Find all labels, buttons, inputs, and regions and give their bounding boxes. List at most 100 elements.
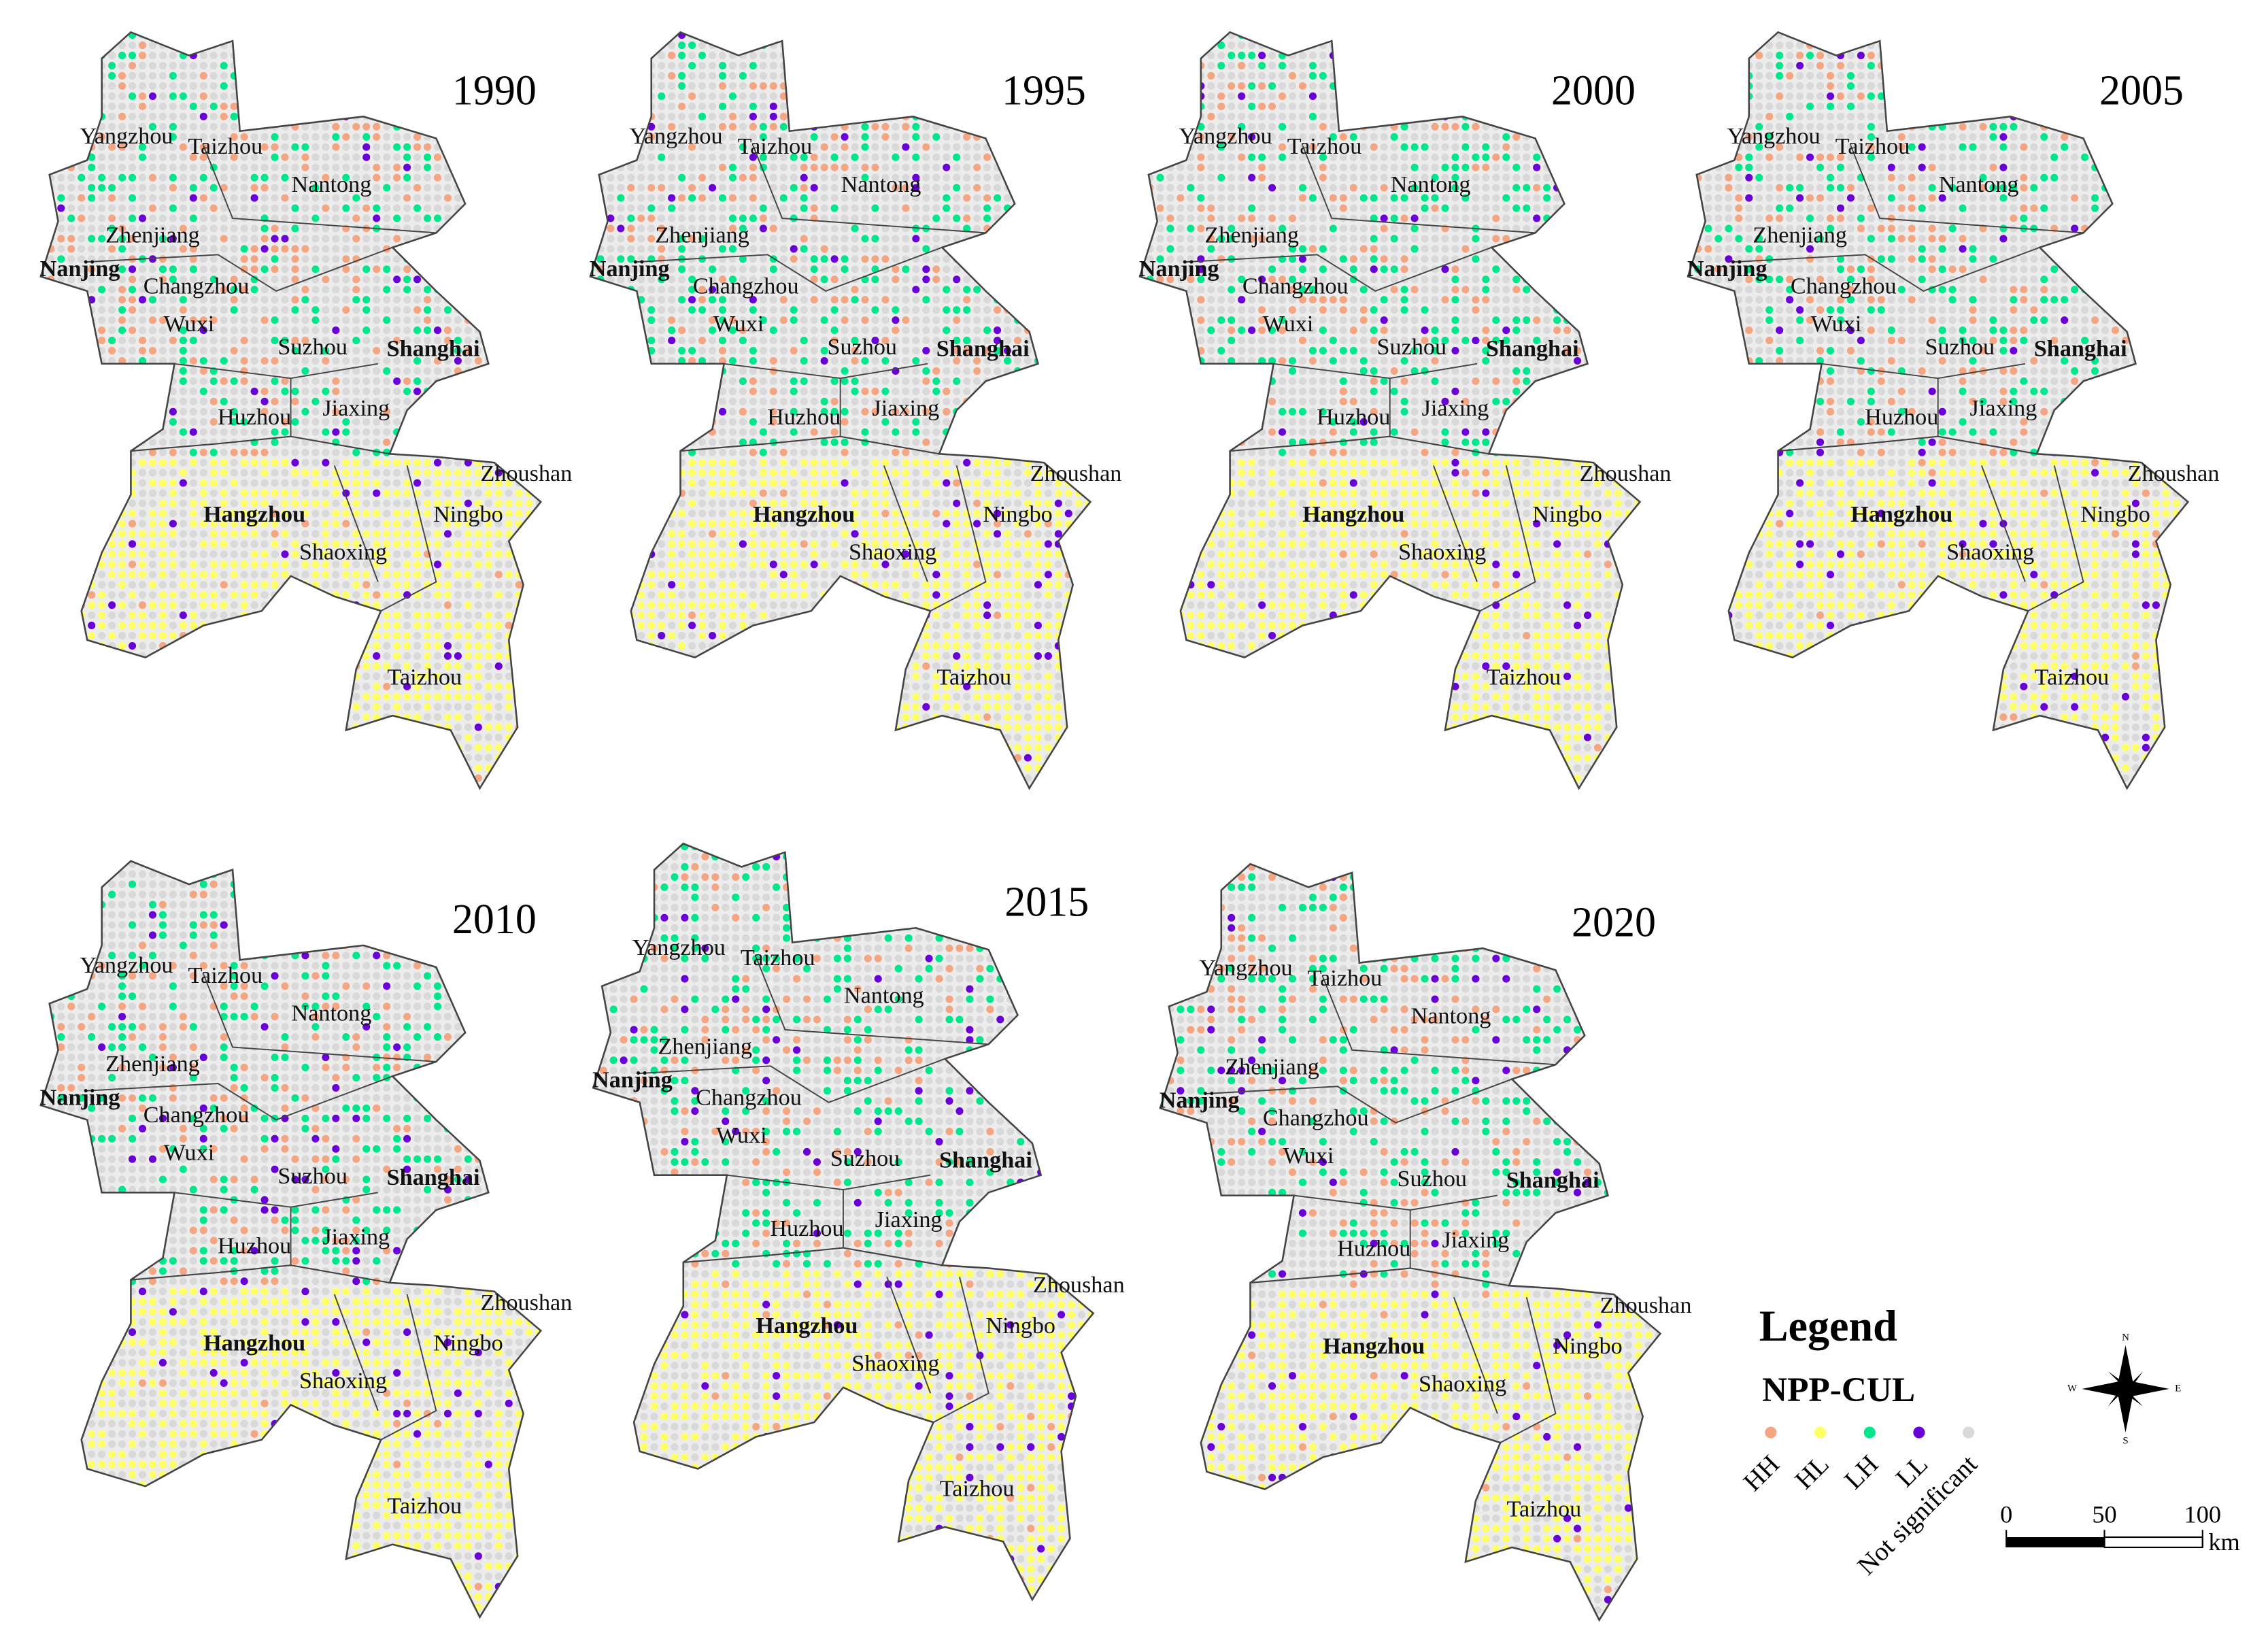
dot xyxy=(678,82,686,90)
dot xyxy=(688,71,696,80)
dot xyxy=(1003,122,1012,131)
dot xyxy=(841,112,849,120)
dot xyxy=(118,581,126,589)
dot xyxy=(403,622,411,630)
dot xyxy=(78,397,86,405)
dot xyxy=(342,672,350,680)
dot xyxy=(260,631,269,640)
dot xyxy=(271,224,279,233)
dot xyxy=(484,326,492,335)
dot xyxy=(383,662,391,671)
dot xyxy=(40,428,45,436)
dot xyxy=(647,133,656,141)
dot xyxy=(973,184,981,192)
dot xyxy=(993,41,1002,50)
dot xyxy=(260,153,269,161)
dot xyxy=(505,672,513,680)
dot xyxy=(342,316,350,324)
dot xyxy=(128,438,137,446)
dot xyxy=(525,499,533,507)
dot xyxy=(260,194,269,202)
dot xyxy=(362,184,371,192)
dot xyxy=(423,611,432,620)
dot xyxy=(983,235,992,243)
dot xyxy=(647,204,656,212)
dot xyxy=(57,82,65,90)
dot xyxy=(47,611,55,620)
dot xyxy=(281,764,289,772)
dot xyxy=(1013,122,1022,131)
dot xyxy=(332,326,340,335)
dot xyxy=(728,133,737,141)
dot xyxy=(464,265,472,273)
dot xyxy=(78,32,86,39)
dot xyxy=(250,194,258,202)
dot xyxy=(67,764,75,772)
dot xyxy=(362,418,371,426)
dot xyxy=(1074,214,1083,222)
dot xyxy=(1054,224,1062,233)
dot xyxy=(108,774,116,782)
dot xyxy=(179,784,187,789)
dot xyxy=(67,581,75,589)
dot xyxy=(158,622,167,630)
dot xyxy=(739,173,747,182)
dot xyxy=(179,367,187,375)
dot xyxy=(260,32,269,39)
dot xyxy=(57,784,65,789)
dot xyxy=(1034,163,1042,171)
dot xyxy=(423,469,432,477)
dot xyxy=(484,479,492,487)
dot xyxy=(209,652,218,660)
dot xyxy=(311,306,320,314)
dot xyxy=(881,32,890,39)
dot xyxy=(393,733,401,741)
dot xyxy=(739,143,747,151)
dot xyxy=(617,173,625,182)
dot xyxy=(590,173,594,182)
dot xyxy=(240,163,248,171)
dot xyxy=(78,316,86,324)
dot xyxy=(47,754,55,762)
dot xyxy=(627,71,635,80)
dot xyxy=(148,214,157,222)
dot xyxy=(271,337,279,345)
dot xyxy=(596,224,605,233)
dot xyxy=(40,520,45,528)
dot xyxy=(148,265,157,273)
dot xyxy=(810,92,818,100)
dot xyxy=(169,316,177,324)
dot xyxy=(250,153,258,161)
dot xyxy=(443,662,452,671)
dot xyxy=(1023,173,1032,182)
dot xyxy=(40,601,45,609)
dot xyxy=(301,540,309,548)
dot xyxy=(128,571,137,579)
dot xyxy=(871,92,879,100)
dot xyxy=(830,82,839,90)
dot xyxy=(271,662,279,671)
dot xyxy=(525,713,533,721)
dot xyxy=(352,550,360,558)
dot xyxy=(464,652,472,660)
dot xyxy=(88,713,96,721)
dot xyxy=(708,184,717,192)
dot xyxy=(484,469,492,477)
dot xyxy=(535,652,541,660)
dot xyxy=(983,41,992,50)
dot xyxy=(983,204,992,212)
dot xyxy=(352,143,360,151)
dot xyxy=(779,153,788,161)
dot xyxy=(118,245,126,253)
dot xyxy=(88,346,96,355)
dot xyxy=(678,194,686,202)
dot xyxy=(688,265,696,273)
dot xyxy=(57,520,65,528)
dot xyxy=(57,652,65,660)
dot xyxy=(169,692,177,701)
dot xyxy=(871,153,879,161)
dot xyxy=(230,397,238,405)
dot xyxy=(138,112,147,120)
dot xyxy=(443,672,452,680)
dot xyxy=(332,41,340,50)
